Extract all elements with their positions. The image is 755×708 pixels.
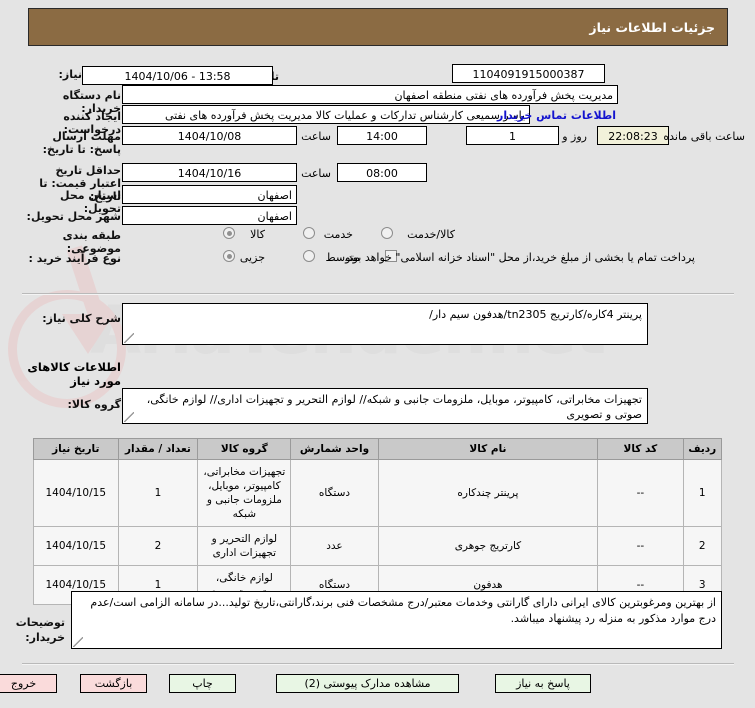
label-process-type: نوع فرآیند خرید : [28, 252, 121, 265]
cell-group: تجهیزات مخابراتی، کامپیوتر، موبایل، ملزو… [197, 459, 292, 527]
label-price-validity: حداقل تاریخ اعتبار قیمت: تا تاریخ: [39, 164, 121, 203]
cell-unit: دستگاه [290, 459, 379, 527]
public-announce-value: 13:58 - 1404/10/06 [82, 66, 273, 85]
watermark-logo-circle [8, 290, 126, 408]
radio-label-kala-khedmat: کالا/خدمت [407, 228, 455, 241]
buyer-notes-value[interactable]: از بهترین ومرغوبترین کالای ایرانی دارای … [71, 591, 722, 649]
table-row: 1 -- پرینتر چندکاره دستگاه تجهیزات مخابر… [33, 459, 723, 527]
cell-name: پرینتر چندکاره [377, 459, 599, 527]
th-date: تاریخ نیاز [33, 438, 119, 460]
label-response-deadline: مهلت ارسال پاسخ: تا تاریخ: [42, 130, 121, 156]
label-response-time: ساعت [301, 130, 331, 143]
page-title: جزئیات اطلاعات نیاز [589, 20, 715, 35]
requester-value: یاسر سمیعی کارشناس تدارکات و عملیات کالا… [122, 105, 530, 124]
cell-qty: 2 [117, 526, 199, 566]
table-header-row: ردیف کد کالا نام کالا واحد شمارش گروه کا… [33, 438, 723, 460]
table-row: 2 -- کارتریج جوهری عدد لوازم التحریر و ت… [33, 526, 723, 566]
button-bar: پاسخ به نیاز مشاهده مدارک پیوستی (2) چاپ… [0, 664, 755, 708]
th-code: کد کالا [597, 438, 684, 460]
back-button[interactable]: بازگشت [80, 674, 147, 693]
divider-bottom [22, 663, 734, 665]
countdown-timer: 22:08:23 [597, 126, 669, 145]
radio-category-khedmat[interactable] [303, 227, 315, 239]
exit-button[interactable]: خروج [0, 674, 57, 693]
respond-button[interactable]: پاسخ به نیاز [495, 674, 591, 693]
label-price-validity-time: ساعت [301, 167, 331, 180]
buyer-org-value: مدیریت پخش فرآورده های نفتی منطقه اصفهان [122, 85, 618, 104]
label-need-summary: شرح کلی نیاز: [42, 312, 121, 325]
label-goods-group: گروه کالا: [67, 398, 121, 411]
cell-radif: 2 [682, 526, 723, 566]
cell-date: 1404/10/15 [33, 459, 119, 527]
cell-unit: عدد [290, 526, 379, 566]
label-remaining-hours: ساعت باقی مانده [663, 130, 745, 143]
print-button[interactable]: چاپ [169, 674, 236, 693]
cell-name: کارتریج جوهری [377, 526, 599, 566]
cell-group: لوازم التحریر و تجهیزات اداری [197, 526, 292, 566]
cell-qty: 1 [117, 459, 199, 527]
attachments-button[interactable]: مشاهده مدارک پیوستی (2) [276, 674, 459, 693]
label-buyer-org: نام دستگاه خریدار: [62, 89, 121, 115]
checkbox-label-treasury-docs: پرداخت تمام یا بخشی از مبلغ خرید،از محل … [344, 251, 695, 264]
radio-label-jozei: جزیی [239, 251, 265, 264]
delivery-city-value: اصفهان [122, 206, 297, 225]
radio-category-kala[interactable] [223, 227, 235, 239]
price-validity-date: 1404/10/16 [122, 163, 297, 182]
radio-label-motavasset: متوسط [325, 251, 360, 264]
delivery-province-value: اصفهان [122, 185, 297, 204]
remaining-days: 1 [466, 126, 559, 145]
th-qty: تعداد / مقدار [117, 438, 199, 460]
cell-code: -- [597, 459, 684, 527]
radio-label-khedmat: خدمت [323, 228, 353, 241]
label-delivery-province: استان محل تحویل: [60, 189, 121, 215]
radio-label-kala: کالا [250, 228, 265, 241]
label-buyer-notes: توضیحات خریدار: [15, 616, 65, 644]
label-delivery-city: شهر محل تحویل: [26, 210, 121, 223]
th-name: نام کالا [377, 438, 599, 460]
goods-group-value[interactable]: تجهیزات مخابراتی، کامپیوتر، موبایل، ملزو… [122, 388, 648, 424]
items-table: ردیف کد کالا نام کالا واحد شمارش گروه کا… [33, 438, 723, 605]
response-deadline-date: 1404/10/08 [122, 126, 297, 145]
window-titlebar: جزئیات اطلاعات نیاز [28, 8, 728, 46]
radio-process-jozei[interactable] [223, 250, 235, 262]
th-radif: ردیف [682, 438, 723, 460]
th-group: گروه کالا [197, 438, 292, 460]
need-number-value: 1104091915000387 [452, 64, 605, 83]
cell-radif: 1 [682, 459, 723, 527]
th-unit: واحد شمارش [290, 438, 379, 460]
price-validity-time: 08:00 [337, 163, 427, 182]
radio-process-motavasset[interactable] [303, 250, 315, 262]
label-requester: ایجاد کننده درخواست: [63, 110, 121, 136]
divider-top [22, 293, 734, 295]
need-summary-value[interactable]: پرینتر 4کاره/کارتریج tn2305/هدفون سیم دا… [122, 303, 648, 345]
checkbox-treasury-docs[interactable] [385, 250, 397, 262]
radio-category-kala-khedmat[interactable] [381, 227, 393, 239]
cell-date: 1404/10/15 [33, 526, 119, 566]
goods-section-title: اطلاعات کالاهای مورد نیاز [27, 360, 121, 388]
label-days: روز و [562, 130, 587, 143]
response-deadline-time: 14:00 [337, 126, 427, 145]
cell-code: -- [597, 526, 684, 566]
